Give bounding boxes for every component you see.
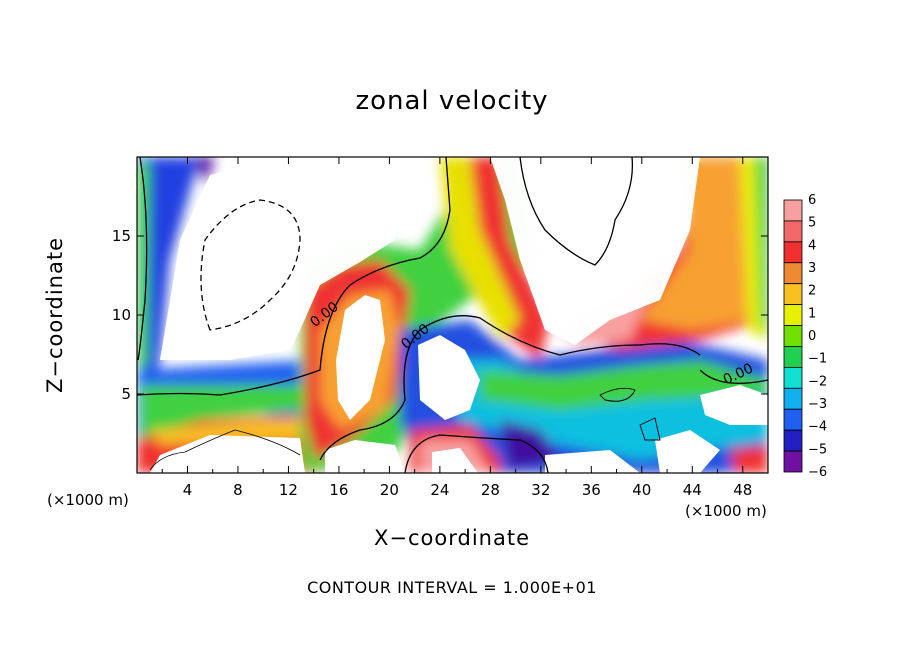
colorbar-label: 2: [808, 284, 816, 299]
y-tick-label: 15: [112, 227, 131, 245]
x-tick-label: 4: [183, 481, 193, 499]
contour-dashed-closed: [200, 199, 301, 331]
chart-title: zonal velocity: [355, 86, 549, 116]
x-tick-label: 16: [329, 481, 348, 499]
contour-zero-left: [137, 157, 451, 396]
white-region-upper-middle: [490, 157, 700, 345]
colorbar-label: −3: [808, 397, 827, 412]
colorbar-label: 0: [808, 329, 816, 344]
colorbar-swatch: [783, 429, 803, 452]
colorbar-swatch: [783, 241, 803, 264]
field-blob-red-bottom-right: [730, 445, 768, 473]
field-blob-green-turbulent: [480, 360, 768, 410]
field-blob-yellow-stream: [440, 157, 520, 340]
contour-upper-right: [519, 157, 634, 266]
x-tick-label: 20: [380, 481, 399, 499]
white-region-upper-left: [160, 160, 405, 360]
colorbar-label: 5: [808, 216, 816, 231]
colorbar-label: 3: [808, 261, 816, 276]
velocity-field: [137, 157, 768, 473]
contour-turbulent-a: [599, 387, 636, 402]
colorbar-swatch: [783, 450, 803, 473]
contour-zero-right: [699, 369, 768, 384]
colorbar: 6 5 4 3 2 1 0 −1 −2 −3 −4 −5 −6: [783, 193, 827, 480]
x-tick-label: 48: [733, 481, 752, 499]
field-blob-green-plume-edge: [755, 157, 768, 340]
y-axis-unit: (×1000 m): [47, 491, 129, 509]
white-region-bottom-mid-right: [432, 448, 478, 473]
colorbar-label: −6: [808, 465, 827, 480]
colorbar-label: −2: [808, 374, 827, 389]
contour-left-edge: [137, 157, 148, 361]
field-blob-green-left: [137, 160, 150, 380]
x-axis-unit: (×1000 m): [685, 502, 767, 520]
colorbar-label: 4: [808, 238, 816, 253]
x-tick-label: 12: [279, 481, 298, 499]
white-region-lens: [336, 295, 385, 420]
y-tick-label: 10: [112, 306, 131, 324]
x-tick-label: 28: [481, 481, 500, 499]
x-tick-label: 8: [233, 481, 243, 499]
colorbar-swatch: [783, 366, 803, 389]
colorbar-label: −5: [808, 442, 827, 457]
colorbar-label: −1: [808, 352, 827, 367]
white-region-center: [418, 335, 480, 420]
colorbar-label: 6: [808, 193, 816, 208]
white-region-bottom-left: [150, 435, 305, 473]
colorbar-swatch: [783, 346, 803, 368]
colorbar-swatch: [783, 325, 803, 347]
x-axis-label: X−coordinate: [374, 526, 530, 550]
colorbar-swatch: [783, 283, 803, 306]
x-tick-label: 44: [683, 481, 702, 499]
white-region-bottom-right-b: [655, 430, 720, 473]
y-axis-ticks: 5 10 15: [112, 227, 768, 403]
white-region-bottom-right-a: [545, 450, 640, 473]
field-blob-blue-left: [137, 157, 200, 420]
x-tick-label: 40: [632, 481, 651, 499]
colorbar-swatch: [783, 387, 803, 410]
field-blob-orange-plume: [640, 157, 750, 330]
colorbar-swatch: [783, 304, 803, 326]
x-tick-label: 32: [531, 481, 550, 499]
contour-zero-bottom: [404, 434, 549, 473]
x-tick-label: 24: [430, 481, 449, 499]
contour-interval-note: CONTOUR INTERVAL = 1.000E+01: [307, 578, 597, 597]
y-tick-label: 5: [121, 385, 131, 403]
x-axis-ticks: 4 8 12 16 20 24 28 32 36 40 44 48: [161, 157, 752, 499]
contour-zero-center: [319, 315, 701, 461]
colorbar-swatch: [783, 408, 803, 431]
white-region-right-a: [700, 385, 768, 425]
contour-turbulent-b: [639, 417, 661, 441]
white-region-bottom-center: [325, 440, 405, 473]
field-blob-violet-top: [195, 157, 215, 185]
contour-lower-left-thin: [149, 429, 301, 471]
colorbar-swatch: [783, 220, 803, 243]
field-blob-red-stream: [460, 157, 550, 360]
colorbar-label: 1: [808, 306, 816, 321]
x-tick-label: 36: [582, 481, 601, 499]
colorbar-swatch: [783, 262, 803, 285]
colorbar-label: −4: [808, 420, 827, 435]
colorbar-swatch: [783, 199, 803, 222]
